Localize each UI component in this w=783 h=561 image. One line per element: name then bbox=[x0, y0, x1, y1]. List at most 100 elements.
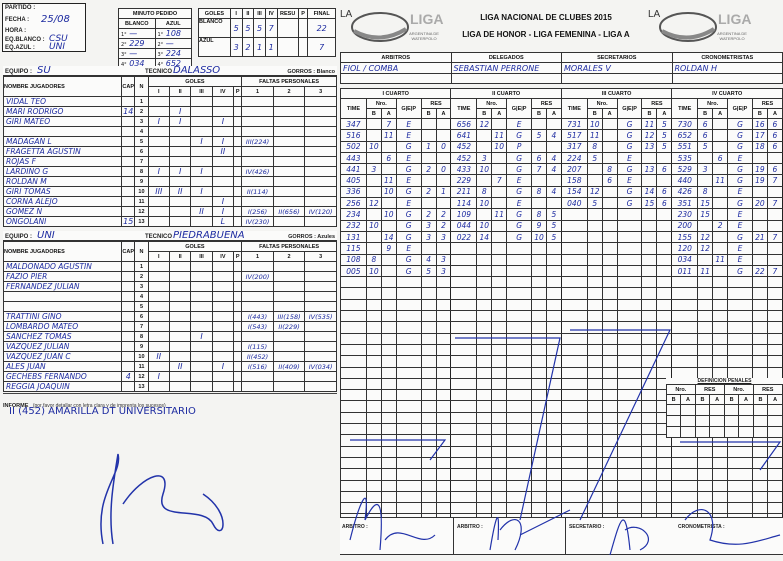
goles-quarter-header: III bbox=[190, 251, 213, 262]
player-cap: 4 bbox=[121, 371, 136, 382]
falta-number-header: 2 bbox=[272, 251, 306, 262]
player-foul bbox=[304, 136, 337, 147]
quarter-goals: 5 bbox=[241, 18, 255, 38]
player-number: 1 bbox=[134, 261, 149, 272]
nro-azul: 7 bbox=[380, 117, 397, 131]
player-row: ONGOLANI 15 13 L IV(230) bbox=[2, 216, 337, 227]
player-row: LOMBARDO MATEO 7 I(543) II(229) bbox=[2, 321, 337, 332]
p-value bbox=[297, 37, 309, 57]
goles-quarter-header: II bbox=[168, 86, 192, 97]
player-foul: IV(535) bbox=[304, 311, 337, 322]
player-goals: I bbox=[147, 116, 170, 127]
player-goals bbox=[233, 216, 243, 227]
fecha-value: 25/08 bbox=[41, 14, 70, 25]
player-goals bbox=[233, 136, 243, 147]
player-goals bbox=[233, 311, 243, 322]
player-cap bbox=[121, 136, 136, 147]
player-row: LARDINO G 8 I I I IV(426) bbox=[2, 166, 337, 177]
player-goals bbox=[190, 196, 213, 207]
player-foul bbox=[304, 186, 337, 197]
res-blanco: 15 bbox=[641, 197, 658, 210]
player-goals bbox=[211, 126, 235, 137]
faltas-header: FALTAS PERSONALES bbox=[241, 241, 337, 252]
player-goals bbox=[211, 156, 235, 167]
gorros-label: GORROS : Blanco bbox=[287, 69, 335, 75]
player-number: 3 bbox=[134, 116, 149, 127]
player-foul bbox=[304, 291, 337, 302]
goles-quarter-header: P bbox=[233, 251, 243, 262]
player-name: VIDAL TEO bbox=[2, 96, 123, 107]
quarter-goals: 7 bbox=[264, 18, 278, 38]
player-number: 5 bbox=[134, 136, 149, 147]
logo-sub: ARGENTINA DE WATERPOLO bbox=[409, 31, 439, 41]
quarter-label: 2° bbox=[157, 42, 164, 48]
player-number: 7 bbox=[134, 321, 149, 332]
player-foul bbox=[241, 106, 274, 117]
logo-la: LA bbox=[648, 9, 661, 20]
player-goals bbox=[168, 311, 192, 322]
player-goals bbox=[168, 301, 192, 312]
quarters-table: I CUARTO II CUARTO III CUARTO IV CUARTO TIME… bbox=[339, 88, 783, 526]
player-foul bbox=[272, 126, 306, 137]
gorros-label: GORROS : Azules bbox=[288, 234, 335, 240]
player-goals bbox=[190, 146, 213, 157]
player-goals bbox=[190, 381, 213, 392]
event-type: G bbox=[395, 208, 422, 221]
player-foul bbox=[241, 261, 274, 272]
player-goals bbox=[147, 136, 170, 147]
player-goals bbox=[211, 261, 235, 272]
player-row: VAZQUEZ JUAN C 10 II II(452) bbox=[2, 351, 337, 362]
player-foul bbox=[304, 176, 337, 187]
equipo-value: SU bbox=[37, 65, 51, 76]
player-foul bbox=[241, 371, 274, 382]
player-goals: I bbox=[190, 186, 213, 197]
player-cap bbox=[121, 281, 136, 292]
player-goals bbox=[168, 126, 192, 137]
player-name: REGGIA JOAQUIN bbox=[2, 381, 123, 392]
logo-sub: ARGENTINA DE WATERPOLO bbox=[717, 31, 747, 41]
player-row: MARI RODRIGO 14 2 I bbox=[2, 106, 337, 117]
player-name: MADAGAN L bbox=[2, 136, 123, 147]
player-foul bbox=[272, 106, 306, 117]
quarter-label: 4° bbox=[157, 62, 164, 68]
player-cap bbox=[121, 196, 136, 207]
player-goals bbox=[168, 291, 192, 302]
arbitro-2-label: ARBITRO : bbox=[453, 518, 483, 554]
event-row bbox=[340, 468, 783, 481]
player-goals bbox=[233, 206, 243, 217]
event-row bbox=[340, 445, 783, 458]
liga-logo-right: LA LIGA ARGENTINA DE WATERPOLO bbox=[648, 5, 758, 49]
hora-label: HORA : bbox=[5, 28, 27, 34]
player-goals bbox=[168, 136, 192, 147]
goles-summary-table: GOLES I II III IV RESU P FINAL BLANCO 5 5 5 7 22 AZUL 3… bbox=[198, 8, 336, 57]
player-cap: 15 bbox=[121, 216, 136, 227]
player-row: FERNANDEZ JULIAN 3 bbox=[2, 281, 337, 292]
player-foul: I(115) bbox=[241, 341, 274, 352]
player-name bbox=[2, 126, 123, 137]
sheet-subtitle: LIGA DE HONOR - LIGA FEMENINA - LIGA A bbox=[462, 30, 630, 39]
player-goals bbox=[211, 96, 235, 107]
player-goals bbox=[190, 291, 213, 302]
player-number: 12 bbox=[134, 206, 149, 217]
player-row: 4 bbox=[2, 291, 337, 302]
player-foul bbox=[272, 186, 306, 197]
player-goals bbox=[147, 361, 170, 372]
player-foul bbox=[272, 136, 306, 147]
penal-cell bbox=[767, 426, 783, 438]
player-foul bbox=[241, 96, 274, 107]
player-foul bbox=[272, 176, 306, 187]
penales-title: DEFINICION PENALES bbox=[697, 378, 752, 384]
player-row: ROLDAN M 9 bbox=[2, 176, 337, 187]
player-foul bbox=[241, 126, 274, 137]
timeout-azul: 1° 108 bbox=[154, 28, 192, 39]
quarter-goals: 5 bbox=[253, 18, 266, 38]
player-goals bbox=[168, 216, 192, 227]
player-goals bbox=[233, 371, 243, 382]
player-goals bbox=[233, 271, 243, 282]
player-number: 10 bbox=[134, 351, 149, 362]
player-foul bbox=[241, 196, 274, 207]
goles-azul-row: AZUL 3 2 1 1 7 bbox=[198, 37, 336, 57]
player-cap bbox=[121, 381, 136, 392]
player-foul: II(229) bbox=[272, 321, 306, 332]
player-goals: II bbox=[147, 351, 170, 362]
